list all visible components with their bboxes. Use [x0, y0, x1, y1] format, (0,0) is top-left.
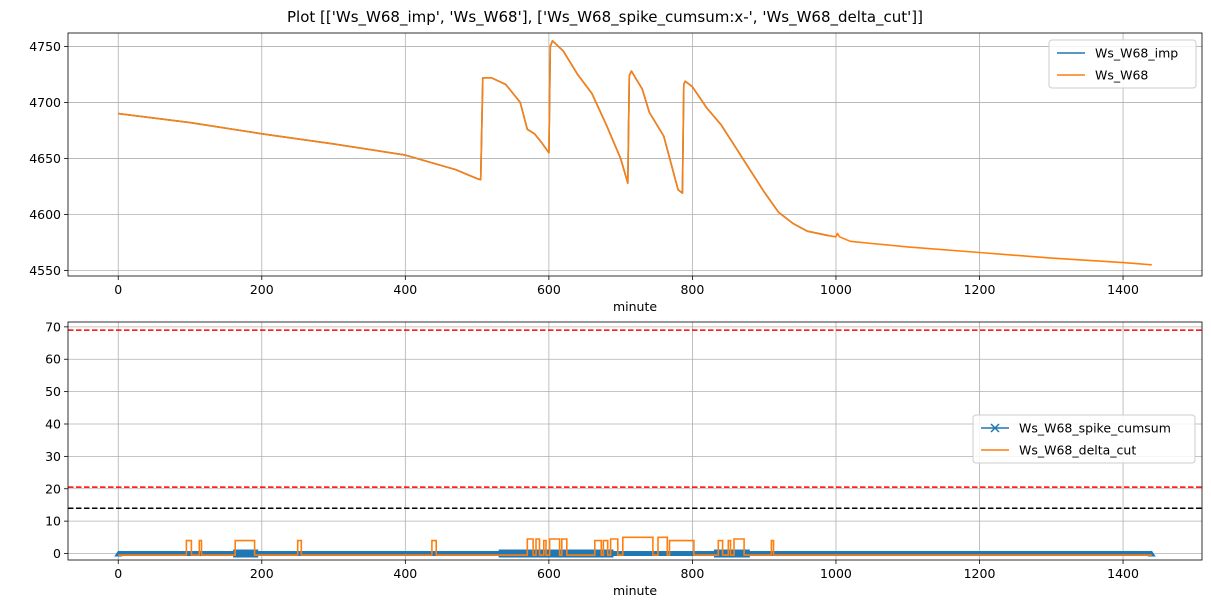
- y-tick-label-2: 20: [45, 481, 61, 496]
- series-line-1: [118, 536, 1152, 556]
- y-tick-label-3: 4700: [29, 95, 61, 110]
- y-tick-label-3: 30: [45, 449, 61, 464]
- legend-marker-x-icon: [990, 423, 1000, 433]
- x-tick-label-2: 400: [393, 282, 417, 297]
- y-tick-label-5: 50: [45, 384, 61, 399]
- legend-label-1: Ws_W68_delta_cut: [1019, 443, 1136, 458]
- top-subplot: 0 200 400 600 800 1000 1200 1400 4550 4600 4650 470…: [29, 32, 1203, 314]
- x-tick-label-3: 600: [537, 282, 561, 297]
- axes-frame: [67, 321, 1203, 561]
- legend: Ws_W68_imp Ws_W68: [1048, 39, 1197, 89]
- x-axis-label: minute: [613, 583, 657, 598]
- bottom-subplot: 0 200 400 600 800 1000 1200 1400 0 10 20 30 40 50 60 70…: [45, 319, 1203, 598]
- y-tick-label-1: 4600: [29, 207, 61, 222]
- x-tick-label-3: 600: [537, 566, 561, 581]
- x-tick-label-0: 0: [114, 282, 122, 297]
- x-tick-label-6: 1200: [964, 566, 996, 581]
- axes-frame: [67, 32, 1203, 277]
- series-marker-band-0: [118, 551, 1152, 557]
- legend-label-0: Ws_W68_imp: [1095, 46, 1178, 61]
- x-tick-label-1: 200: [250, 282, 274, 297]
- x-axis-label: minute: [613, 299, 657, 314]
- y-tick-label-7: 70: [45, 319, 61, 334]
- y-tick-label-0: 4550: [29, 263, 61, 278]
- x-tick-label-5: 1000: [820, 566, 852, 581]
- x-tick-label-6: 1200: [964, 282, 996, 297]
- legend-box: [972, 414, 1196, 464]
- x-tick-label-2: 400: [393, 566, 417, 581]
- x-tick-label-4: 800: [680, 282, 704, 297]
- plot-area: [118, 40, 1152, 266]
- y-tick-label-1: 10: [45, 514, 61, 529]
- series-dense-band-2: [713, 549, 750, 558]
- y-tick-label-4: 4750: [29, 39, 61, 54]
- x-tick-label-7: 1400: [1107, 566, 1139, 581]
- x-tick-label-4: 800: [680, 566, 704, 581]
- figure-title: Plot [['Ws_W68_imp', 'Ws_W68'], ['Ws_W68…: [287, 8, 923, 27]
- y-tick-label-4: 40: [45, 417, 61, 432]
- legend: Ws_W68_spike_cumsum Ws_W68_delta_cut: [972, 414, 1196, 464]
- series-dense-band-1: [498, 549, 614, 558]
- y-tick-label-0: 0: [53, 546, 61, 561]
- legend-box: [1048, 39, 1197, 89]
- legend-label-1: Ws_W68: [1095, 68, 1148, 83]
- x-tick-label-5: 1000: [820, 282, 852, 297]
- series-line-1: [118, 40, 1152, 266]
- y-tick-label-2: 4650: [29, 151, 61, 166]
- legend-label-0: Ws_W68_spike_cumsum: [1019, 421, 1171, 436]
- x-tick-label-7: 1400: [1107, 282, 1139, 297]
- x-tick-label-1: 200: [250, 566, 274, 581]
- y-tick-label-6: 60: [45, 352, 61, 367]
- series-dense-band-0: [233, 549, 259, 558]
- x-tick-label-0: 0: [114, 566, 122, 581]
- plot-area: [114, 536, 1156, 558]
